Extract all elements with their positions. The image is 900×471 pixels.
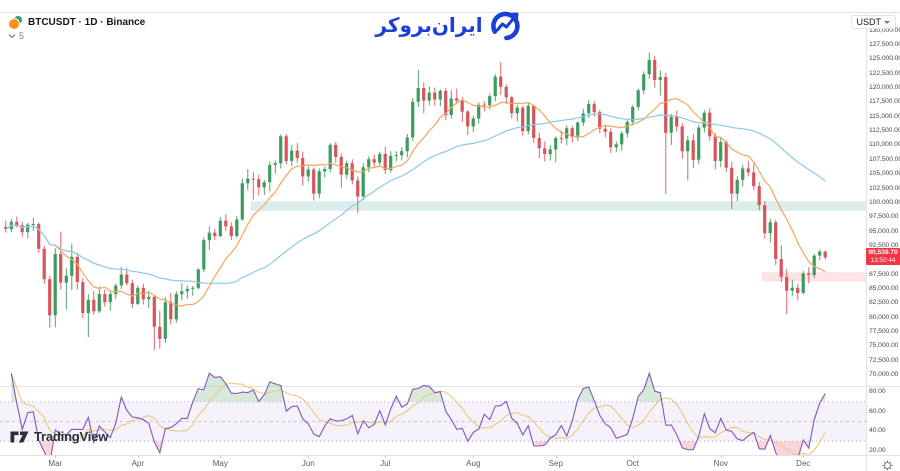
time-axis-tick xyxy=(720,455,722,458)
bar-countdown: 13:50:44 xyxy=(870,257,896,265)
time-axis-tick xyxy=(473,455,475,458)
time-axis-month-label: Aug xyxy=(466,459,481,468)
rsi-axis-label: 60.00 xyxy=(869,407,886,415)
symbol-title[interactable]: BTCUSDT · 1D · Binance xyxy=(8,16,146,30)
candles xyxy=(4,52,827,350)
price-axis-label: 77,500.00 xyxy=(869,328,899,335)
price-axis[interactable]: 90,539.70 13:50:44 130,000.00 127,500.00 1… xyxy=(866,0,900,471)
candlestick-chart[interactable] xyxy=(0,0,866,466)
tradingview-logo-icon xyxy=(10,431,29,442)
time-axis-tick xyxy=(137,455,139,458)
price-axis-label: 112,500.00 xyxy=(869,127,900,135)
time-axis-month-label: Sep xyxy=(548,459,563,468)
ma-slow xyxy=(5,113,826,284)
time-axis-tick xyxy=(220,455,222,458)
time-axis-tick xyxy=(803,455,805,458)
time-axis-month-label: Nov xyxy=(713,459,728,468)
last-price-value: 90,539.70 xyxy=(868,249,898,257)
time-axis-tick xyxy=(55,455,57,458)
price-axis-label: 75,000.00 xyxy=(869,342,899,350)
price-axis-label: 82,500.00 xyxy=(869,299,899,307)
iranbroker-logo-text: ایران‌بروکر xyxy=(375,13,483,37)
price-axis-label: 125,000.00 xyxy=(869,55,900,63)
rsi-axis-label: 20.00 xyxy=(869,447,886,454)
price-axis-label: 130,000.00 xyxy=(869,26,900,34)
rsi-line xyxy=(10,371,826,466)
price-axis-label: 92,500.00 xyxy=(869,241,899,249)
time-axis-month-label: May xyxy=(212,459,228,468)
price-axis-label: 100,000.00 xyxy=(869,198,900,206)
price-axis-label: 97,500.00 xyxy=(869,213,899,221)
time-axis-month-label: Apr xyxy=(131,459,145,468)
iranbroker-logo-icon xyxy=(491,11,520,41)
price-axis-label: 95,000.00 xyxy=(869,227,899,235)
price-axis-label: 72,500.00 xyxy=(869,356,899,364)
price-axis-label: 107,500.00 xyxy=(869,155,900,163)
rsi-signal-line xyxy=(10,373,826,456)
price-axis-label: 85,000.00 xyxy=(869,284,899,292)
time-axis-month-label: Jul xyxy=(380,459,391,468)
price-axis-label: 117,500.00 xyxy=(869,98,900,106)
time-axis-tick xyxy=(308,455,310,458)
currency-unit-button[interactable]: USDT xyxy=(850,15,896,29)
resistance-zone xyxy=(250,201,866,211)
toolbar-divider xyxy=(0,12,900,13)
time-axis-tick xyxy=(555,455,557,458)
indicators-count: 5 xyxy=(19,31,25,41)
time-axis-tick xyxy=(632,455,634,458)
price-axis-label: 102,500.00 xyxy=(869,184,900,192)
btc-coin-icon xyxy=(8,18,20,30)
price-axis-label: 127,500.00 xyxy=(869,41,900,48)
time-axis-border xyxy=(0,455,900,456)
ma-fast xyxy=(5,98,826,307)
price-axis-label: 80,000.00 xyxy=(869,313,899,321)
last-price-label: 90,539.70 13:50:44 xyxy=(866,248,900,266)
time-axis-tick xyxy=(385,455,387,458)
time-axis-month-label: Mar xyxy=(48,459,63,468)
pane-divider xyxy=(0,386,900,387)
iranbroker-logo: ایران‌بروکر xyxy=(375,7,524,43)
price-axis-label: 120,000.00 xyxy=(869,84,900,91)
time-axis-month-label: Dec xyxy=(796,459,811,468)
time-axis[interactable]: Mar Apr May Jun Jul Aug Sep Oct Nov Dec xyxy=(0,455,900,471)
price-axis-label: 70,000.00 xyxy=(869,371,899,378)
price-axis-label: 87,500.00 xyxy=(869,270,899,278)
time-axis-month-label: Jun xyxy=(301,459,315,468)
price-axis-label: 115,000.00 xyxy=(869,112,900,120)
price-axis-border xyxy=(866,12,867,471)
tradingview-logo[interactable]: TradingView xyxy=(10,429,108,444)
scale-settings-gear-icon[interactable] xyxy=(882,458,893,471)
chevron-down-icon xyxy=(884,20,890,24)
rsi-axis-label: 40.00 xyxy=(869,427,886,435)
symbol-title-label: BTCUSDT · 1D · Binance xyxy=(28,16,146,28)
collapse-indicators-button[interactable]: 5 xyxy=(8,31,24,41)
chart-canvas xyxy=(0,52,866,466)
rsi-axis-label: 80.00 xyxy=(869,388,886,395)
time-axis-month-label: Oct xyxy=(626,459,640,468)
tradingview-logo-text: TradingView xyxy=(34,429,109,444)
price-axis-label: 110,000.00 xyxy=(869,141,900,149)
currency-unit-label: USDT xyxy=(856,17,882,27)
chevron-down-icon xyxy=(8,34,16,39)
price-axis-label: 105,000.00 xyxy=(869,170,900,178)
price-axis-label: 122,500.00 xyxy=(869,69,900,77)
btcusdt-pair-icon xyxy=(8,16,23,30)
